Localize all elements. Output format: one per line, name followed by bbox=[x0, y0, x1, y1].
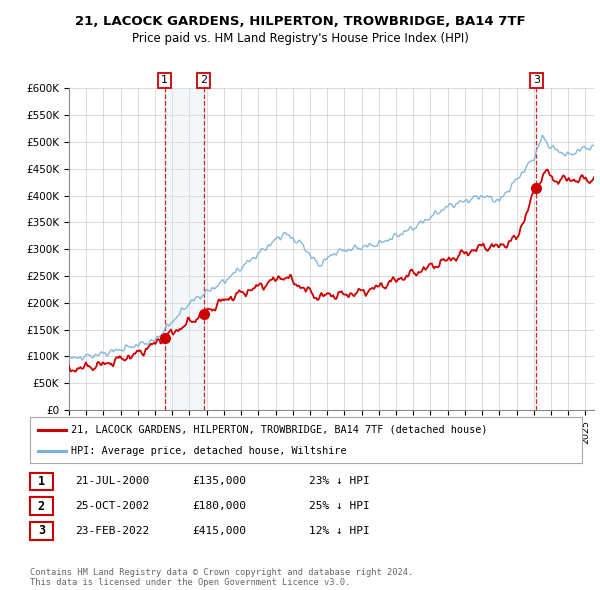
Text: 1: 1 bbox=[161, 76, 168, 86]
Text: HPI: Average price, detached house, Wiltshire: HPI: Average price, detached house, Wilt… bbox=[71, 445, 347, 455]
Text: £180,000: £180,000 bbox=[192, 502, 246, 511]
Text: £415,000: £415,000 bbox=[192, 526, 246, 536]
Text: 23-FEB-2022: 23-FEB-2022 bbox=[75, 526, 149, 536]
Text: Contains HM Land Registry data © Crown copyright and database right 2024.
This d: Contains HM Land Registry data © Crown c… bbox=[30, 568, 413, 587]
Text: 25% ↓ HPI: 25% ↓ HPI bbox=[309, 502, 370, 511]
Text: 23% ↓ HPI: 23% ↓ HPI bbox=[309, 477, 370, 486]
Text: 21-JUL-2000: 21-JUL-2000 bbox=[75, 477, 149, 486]
Bar bbox=[164, 88, 203, 410]
Text: 25-OCT-2002: 25-OCT-2002 bbox=[75, 502, 149, 511]
Text: 3: 3 bbox=[533, 76, 540, 86]
Text: 3: 3 bbox=[38, 525, 45, 537]
Text: 21, LACOCK GARDENS, HILPERTON, TROWBRIDGE, BA14 7TF (detached house): 21, LACOCK GARDENS, HILPERTON, TROWBRIDG… bbox=[71, 425, 488, 435]
Text: 2: 2 bbox=[200, 76, 207, 86]
Text: £135,000: £135,000 bbox=[192, 477, 246, 486]
Text: 12% ↓ HPI: 12% ↓ HPI bbox=[309, 526, 370, 536]
Text: 21, LACOCK GARDENS, HILPERTON, TROWBRIDGE, BA14 7TF: 21, LACOCK GARDENS, HILPERTON, TROWBRIDG… bbox=[74, 15, 526, 28]
Text: 1: 1 bbox=[38, 475, 45, 488]
Text: Price paid vs. HM Land Registry's House Price Index (HPI): Price paid vs. HM Land Registry's House … bbox=[131, 32, 469, 45]
Text: 2: 2 bbox=[38, 500, 45, 513]
